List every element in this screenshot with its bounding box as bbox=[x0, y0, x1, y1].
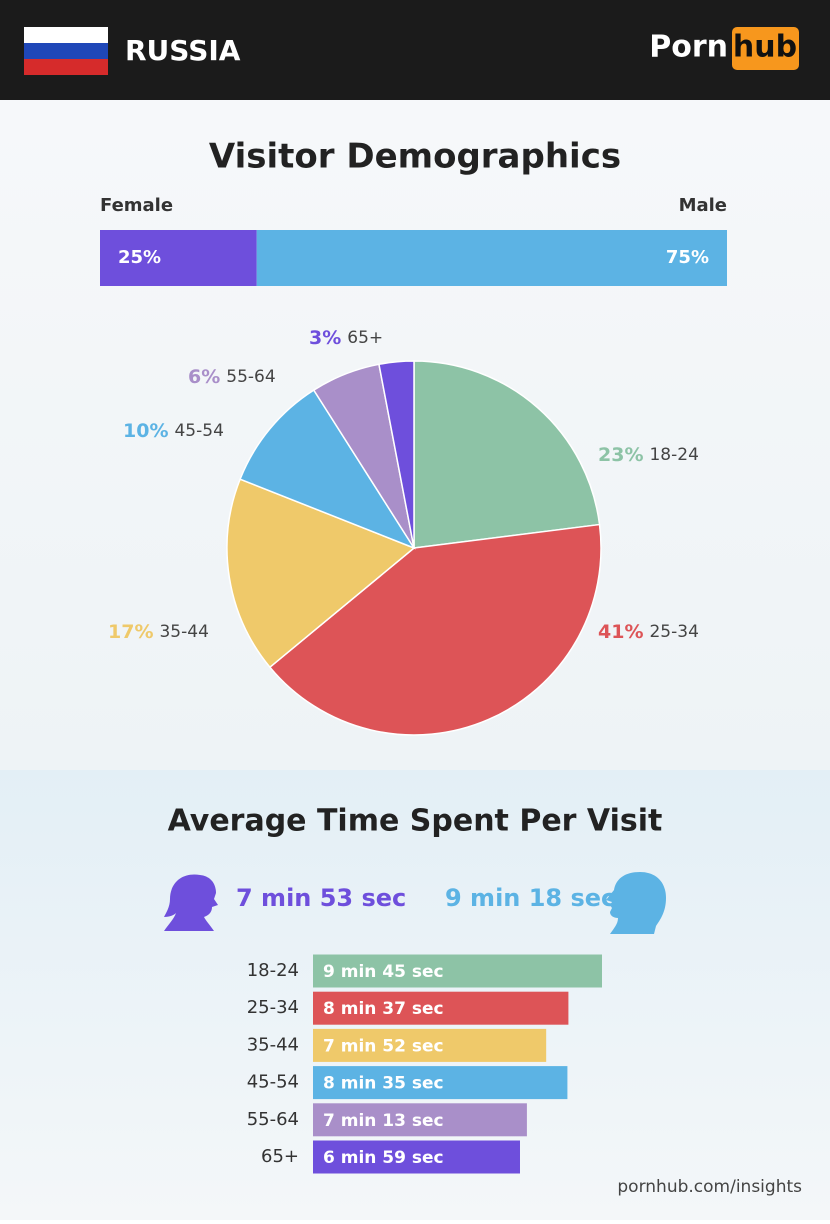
average-time: 7 min 53 sec bbox=[236, 884, 406, 912]
time-bar bbox=[313, 1066, 568, 1100]
slice-value: 17% bbox=[108, 621, 153, 643]
age-label: 65+ bbox=[261, 1146, 299, 1167]
pie-slice bbox=[413, 360, 601, 549]
slice-category: 65+ bbox=[347, 328, 383, 348]
slice-label: 23% 18-24 bbox=[598, 444, 699, 466]
time-label: 6 min 59 sec bbox=[323, 1148, 444, 1168]
time-label: 7 min 52 sec bbox=[323, 1036, 444, 1056]
slice-label: 6% 55-64 bbox=[188, 366, 276, 388]
age-label: 18-24 bbox=[247, 960, 299, 981]
slice-category: 55-64 bbox=[226, 367, 275, 387]
legend-label: Male bbox=[679, 195, 727, 216]
average-time: 9 min 18 sec bbox=[445, 884, 615, 912]
age-label: 45-54 bbox=[247, 1072, 299, 1093]
slice-value: 23% bbox=[598, 444, 643, 466]
slice-category: 45-54 bbox=[174, 421, 223, 441]
female-icon bbox=[164, 874, 218, 931]
slice-value: 41% bbox=[598, 621, 643, 643]
footer-link: pornhub.com/insights bbox=[617, 1177, 802, 1197]
time-bar bbox=[313, 991, 569, 1025]
slice-value: 6% bbox=[188, 366, 220, 388]
logo-box bbox=[732, 27, 799, 70]
time-bar bbox=[313, 1028, 547, 1062]
slice-label: 10% 45-54 bbox=[123, 420, 224, 442]
time-label: 7 min 13 sec bbox=[323, 1111, 444, 1131]
time-bar bbox=[313, 954, 602, 988]
slice-label: 17% 35-44 bbox=[108, 621, 209, 643]
slice-category: 25-34 bbox=[649, 622, 698, 642]
slice-label: 3% 65+ bbox=[309, 327, 383, 349]
pie-slice bbox=[226, 478, 416, 669]
slice-label: 41% 25-34 bbox=[598, 621, 699, 643]
pie-slice bbox=[239, 389, 416, 550]
flag bbox=[24, 27, 108, 75]
age-label: 25-34 bbox=[247, 997, 299, 1018]
legend-label: Female bbox=[100, 195, 173, 216]
slice-value: 10% bbox=[123, 420, 168, 442]
male-icon bbox=[606, 872, 666, 934]
country: RUSSIA bbox=[125, 34, 241, 67]
chart-title: Visitor Demographics bbox=[209, 137, 621, 177]
time-label: 9 min 45 sec bbox=[323, 962, 444, 982]
slice-category: 35-44 bbox=[159, 622, 208, 642]
slice-category: 18-24 bbox=[649, 445, 698, 465]
gender-bar bbox=[256, 230, 727, 286]
age-label: 55-64 bbox=[247, 1109, 299, 1130]
gender-value: 25% bbox=[118, 247, 161, 268]
time-bar bbox=[313, 1140, 520, 1174]
time-bar bbox=[313, 1103, 527, 1137]
chart-title: Average Time Spent Per Visit bbox=[168, 804, 663, 839]
header-bar bbox=[0, 0, 830, 100]
logo-text: hub bbox=[733, 30, 797, 65]
slice-value: 3% bbox=[309, 327, 341, 349]
time-label: 8 min 35 sec bbox=[323, 1074, 444, 1094]
gender-bar bbox=[100, 230, 257, 286]
pie-slice bbox=[268, 523, 602, 736]
pie-slice bbox=[378, 360, 415, 549]
age-label: 35-44 bbox=[247, 1034, 299, 1055]
time-label: 8 min 37 sec bbox=[323, 999, 444, 1019]
gender-value: 75% bbox=[666, 247, 709, 268]
logo-text: Porn bbox=[649, 30, 728, 65]
